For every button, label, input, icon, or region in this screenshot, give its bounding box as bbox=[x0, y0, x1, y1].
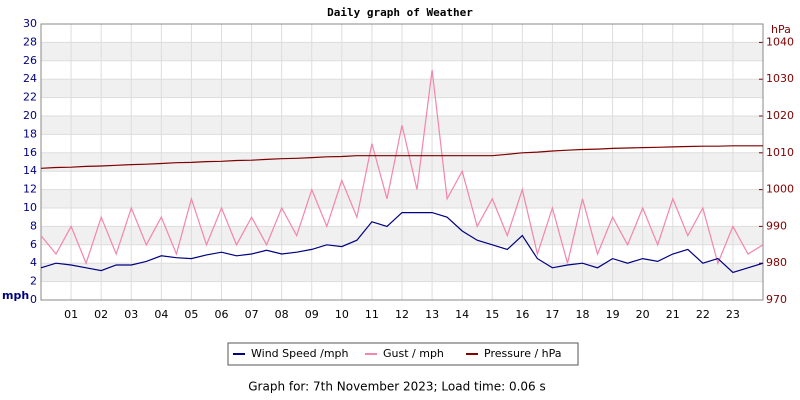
y-tick-label: 16 bbox=[23, 146, 37, 159]
y2-tick-label: 1020 bbox=[766, 109, 794, 122]
y-tick-label: 6 bbox=[30, 238, 37, 251]
y-axis-label: mph bbox=[2, 289, 29, 302]
y-tick-label: 14 bbox=[23, 164, 37, 177]
x-tick-label: 09 bbox=[305, 308, 319, 321]
y-tick-label: 30 bbox=[23, 17, 37, 30]
x-tick-label: 12 bbox=[395, 308, 409, 321]
legend-box bbox=[227, 342, 579, 366]
y-tick-label: 18 bbox=[23, 127, 37, 140]
y-tick-label: 2 bbox=[30, 275, 37, 288]
x-tick-label: 16 bbox=[515, 308, 529, 321]
x-tick-label: 14 bbox=[455, 308, 469, 321]
y2-tick-label: 980 bbox=[766, 256, 787, 269]
x-tick-label: 21 bbox=[666, 308, 680, 321]
x-tick-label: 01 bbox=[64, 308, 78, 321]
x-tick-label: 07 bbox=[245, 308, 259, 321]
y2-tick-label: 1000 bbox=[766, 183, 794, 196]
legend-label: Pressure / hPa bbox=[484, 347, 562, 360]
x-tick-label: 17 bbox=[545, 308, 559, 321]
x-tick-label: 19 bbox=[606, 308, 620, 321]
x-tick-label: 03 bbox=[124, 308, 138, 321]
x-tick-label: 05 bbox=[184, 308, 198, 321]
y-tick-label: 20 bbox=[23, 109, 37, 122]
x-tick-label: 18 bbox=[576, 308, 590, 321]
y2-axis-label: hPa bbox=[771, 23, 791, 36]
x-tick-label: 04 bbox=[154, 308, 168, 321]
y-tick-label: 26 bbox=[23, 54, 37, 67]
x-tick-label: 22 bbox=[696, 308, 710, 321]
chart-title: Daily graph of Weather bbox=[327, 6, 473, 19]
x-tick-label: 11 bbox=[365, 308, 379, 321]
plot-frame bbox=[40, 23, 764, 301]
series-line bbox=[40, 145, 763, 169]
y-tick-label: 10 bbox=[23, 201, 37, 214]
legend-label: Gust / mph bbox=[383, 347, 444, 360]
x-tick-label: 23 bbox=[726, 308, 740, 321]
y2-tick-label: 970 bbox=[766, 293, 787, 306]
y-tick-label: 22 bbox=[23, 91, 37, 104]
x-tick-label: 20 bbox=[636, 308, 650, 321]
series-line bbox=[40, 212, 764, 274]
y2-tick-label: 1010 bbox=[766, 146, 794, 159]
x-tick-label: 02 bbox=[94, 308, 108, 321]
y-tick-label: 8 bbox=[30, 219, 37, 232]
x-tick-label: 10 bbox=[335, 308, 349, 321]
legend-label: Wind Speed /mph bbox=[251, 347, 349, 360]
y2-tick-label: 1030 bbox=[766, 72, 794, 85]
x-tick-label: 15 bbox=[485, 308, 499, 321]
x-tick-label: 08 bbox=[275, 308, 289, 321]
y-tick-label: 0 bbox=[30, 293, 37, 306]
x-tick-label: 13 bbox=[425, 308, 439, 321]
series-line bbox=[40, 69, 764, 266]
y-tick-label: 4 bbox=[30, 256, 37, 269]
y-tick-label: 28 bbox=[23, 35, 37, 48]
x-tick-label: 06 bbox=[215, 308, 229, 321]
y2-tick-label: 990 bbox=[766, 219, 787, 232]
footer: Graph for: 7th November 2023; Load time:… bbox=[248, 380, 546, 394]
y-tick-label: 24 bbox=[23, 72, 37, 85]
y-tick-label: 12 bbox=[23, 183, 37, 196]
y2-tick-label: 1040 bbox=[766, 35, 794, 48]
